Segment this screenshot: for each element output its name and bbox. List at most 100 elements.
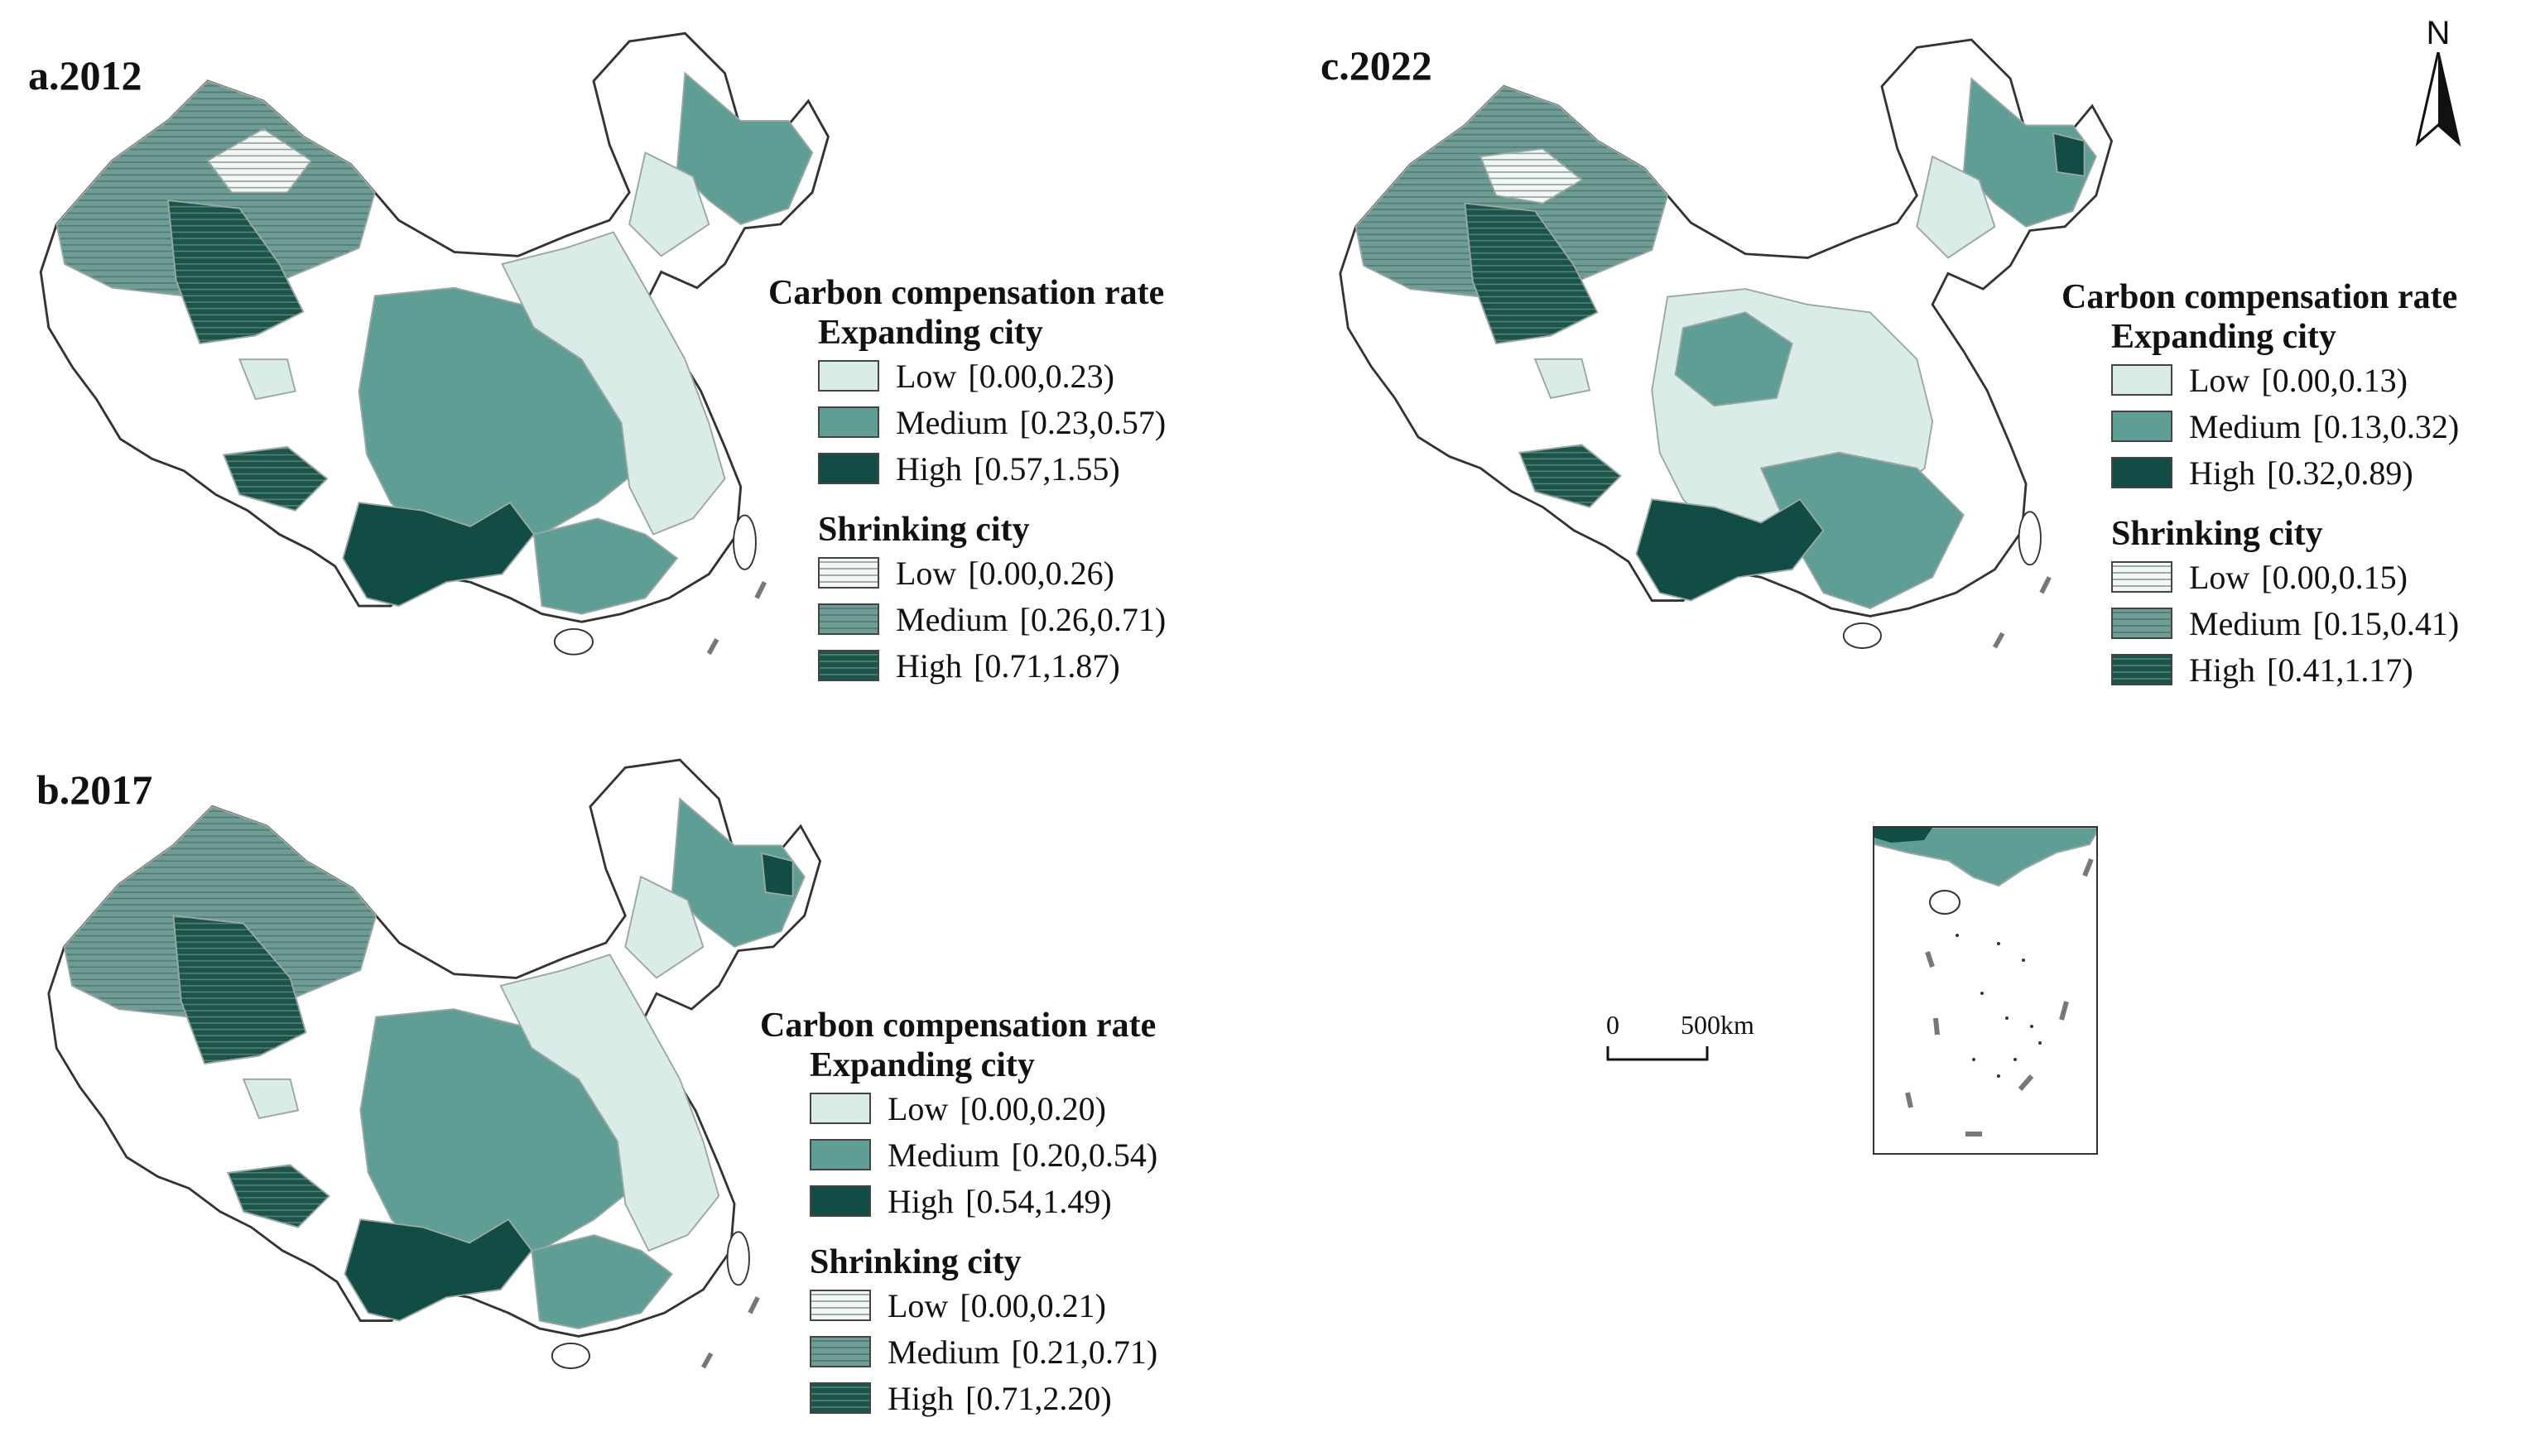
- legend-label: Low: [896, 357, 957, 395]
- region-northeast-high: [2052, 132, 2086, 177]
- legend-range: [0.00,0.21): [960, 1286, 1106, 1324]
- legend-shrinking-title: Shrinking city: [2111, 515, 2323, 553]
- taiwan-island: [2018, 511, 2042, 566]
- legend-label: Medium: [888, 1333, 1000, 1371]
- legend-heading: Carbon compensation rate: [768, 274, 1165, 312]
- taiwan-island: [726, 1231, 750, 1286]
- legend-item: High [0.71,1.87): [818, 642, 1232, 689]
- region-northeast-low: [628, 151, 710, 257]
- panel-title-a: a.2012: [28, 52, 142, 99]
- legend-item: Low [0.00,0.23): [818, 353, 1232, 399]
- region-qinghai-low: [1533, 358, 1591, 399]
- swatch-shrinking-high: [810, 1382, 871, 1414]
- legend-range: [0.71,2.20): [965, 1379, 1112, 1417]
- swatch-expanding-low: [810, 1093, 871, 1124]
- legend-shrinking-title: Shrinking city: [810, 1243, 1022, 1281]
- legend-label: Low: [2189, 361, 2250, 399]
- legend-range: [0.41,1.17): [2267, 651, 2413, 689]
- swatch-shrinking-medium: [810, 1336, 871, 1367]
- hainan-island: [553, 627, 594, 656]
- legend-expanding-title: Expanding city: [810, 1046, 1035, 1084]
- legend-range: [0.00,0.26): [968, 554, 1114, 592]
- legend-expanding-title: Expanding city: [818, 314, 1043, 352]
- legend-item: Medium [0.20,0.54): [810, 1132, 1224, 1178]
- legend-range: [0.71,1.87): [974, 646, 1120, 685]
- hainan-island: [1842, 622, 1882, 649]
- region-tibet-high: [222, 445, 329, 512]
- taiwan-island: [733, 514, 757, 570]
- legend-heading: Carbon compensation rate: [2062, 278, 2458, 316]
- legend-label: Medium: [896, 403, 1008, 441]
- legend-label: Medium: [2189, 407, 2302, 445]
- swatch-shrinking-high: [2111, 654, 2172, 685]
- swatch-expanding-high: [2111, 457, 2172, 488]
- hainan-island: [551, 1342, 590, 1369]
- swatch-shrinking-high: [818, 650, 879, 681]
- panel-title-c: c.2022: [1321, 42, 1432, 89]
- legend-item: High [0.32,0.89): [2111, 449, 2521, 496]
- legend-item: High [0.41,1.17): [2111, 646, 2521, 693]
- region-tibet-high: [1518, 444, 1623, 508]
- legend-label: Low: [888, 1089, 949, 1127]
- legend-range: [0.13,0.32): [2312, 407, 2460, 445]
- legend-item: Medium [0.15,0.41): [2111, 600, 2521, 646]
- legend-label: High: [888, 1379, 954, 1417]
- legend-c: Carbon compensation rate Expanding city …: [2062, 277, 2521, 693]
- legend-shrinking-title: Shrinking city: [818, 511, 1030, 549]
- north-arrow-icon: [2415, 51, 2461, 147]
- legend-item: Medium [0.21,0.71): [810, 1329, 1224, 1375]
- swatch-expanding-medium: [810, 1139, 871, 1170]
- region-xinjiang-low: [206, 127, 313, 194]
- legend-label: High: [2189, 454, 2255, 492]
- region-northeast-high: [760, 852, 794, 897]
- legend-range: [0.57,1.55): [974, 449, 1120, 488]
- swatch-shrinking-medium: [818, 603, 879, 635]
- legend-range: [0.26,0.71): [1019, 600, 1167, 638]
- legend-label: Medium: [2189, 604, 2302, 642]
- panel-title-b: b.2017: [36, 766, 153, 813]
- region-southwest-high: [342, 501, 536, 608]
- region-xinjiang-medium: [55, 79, 376, 297]
- legend-label: High: [896, 646, 962, 685]
- region-northeast-low: [624, 875, 705, 979]
- region-xinjiang-medium: [63, 805, 378, 1018]
- swatch-shrinking-low: [2111, 561, 2172, 593]
- swatch-expanding-high: [810, 1185, 871, 1217]
- region-south-medium: [532, 517, 679, 615]
- legend-item: Low [0.00,0.15): [2111, 554, 2521, 600]
- legend-item: Medium [0.26,0.71): [818, 596, 1232, 642]
- south-china-sea-inset: [1873, 826, 2098, 1155]
- north-label: N: [2426, 15, 2451, 51]
- legend-label: Low: [2189, 558, 2250, 596]
- region-tibet-high: [226, 1164, 331, 1228]
- swatch-expanding-low: [818, 360, 879, 392]
- legend-range: [0.54,1.49): [965, 1182, 1112, 1220]
- legend-label: High: [896, 449, 962, 488]
- legend-item: Low [0.00,0.20): [810, 1085, 1224, 1132]
- region-qinghai-low: [242, 1078, 300, 1119]
- region-northeast-low: [1916, 155, 1996, 259]
- swatch-expanding-low: [2111, 364, 2172, 396]
- legend-item: High [0.57,1.55): [818, 445, 1232, 492]
- swatch-shrinking-low: [810, 1290, 871, 1321]
- legend-item: Medium [0.23,0.57): [818, 399, 1232, 445]
- swatch-expanding-high: [818, 453, 879, 484]
- legend-label: High: [2189, 651, 2255, 689]
- region-south-medium: [531, 1234, 674, 1329]
- scale-end: 500km: [1681, 1010, 1754, 1040]
- region-xinjiang-high: [1464, 202, 1599, 345]
- legend-range: [0.20,0.54): [1011, 1136, 1158, 1174]
- region-xinjiang-high: [172, 915, 307, 1065]
- region-xinjiang-high: [166, 199, 305, 345]
- legend-range: [0.23,0.57): [1019, 403, 1167, 441]
- legend-label: Medium: [888, 1136, 1000, 1174]
- region-east-low: [499, 954, 720, 1252]
- scale-line-icon: [1606, 1046, 1709, 1061]
- inset-map: [1874, 828, 2096, 1136]
- legend-item: Low [0.00,0.26): [818, 550, 1232, 596]
- legend-heading: Carbon compensation rate: [760, 1007, 1157, 1045]
- legend-a: Carbon compensation rate Expanding city …: [768, 273, 1232, 689]
- legend-label: Low: [896, 554, 957, 592]
- region-central-medium: [1674, 311, 1793, 407]
- scale-start: 0: [1606, 1010, 1619, 1040]
